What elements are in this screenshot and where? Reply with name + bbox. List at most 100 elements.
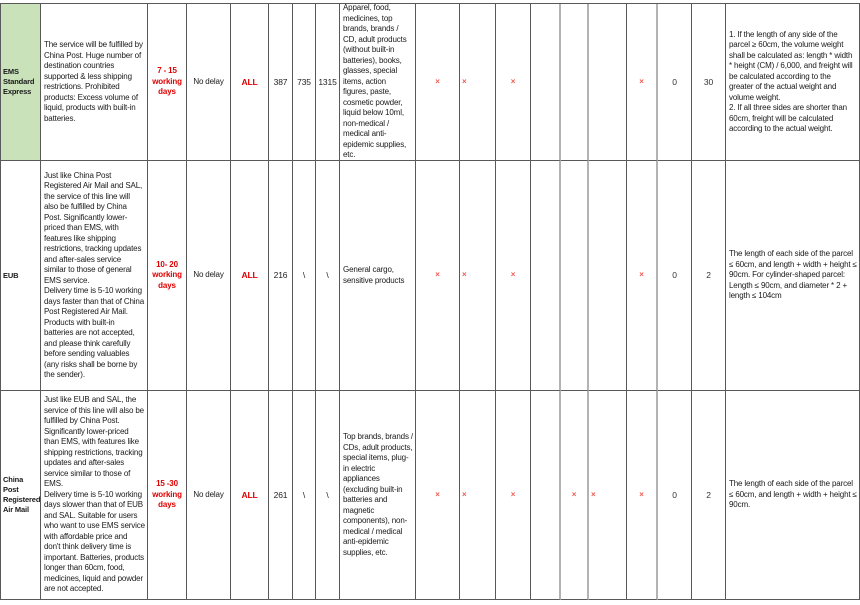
weight-value-cell[interactable]: 387 xyxy=(269,4,293,161)
note-cell[interactable]: 1. If the length of any side of the parc… xyxy=(726,4,860,161)
restriction-mark-cell[interactable] xyxy=(531,161,561,391)
note-text: The length of each side of the parcel ≤ … xyxy=(729,249,857,302)
restriction-mark-cell[interactable]: × xyxy=(496,4,531,161)
service-name-cell[interactable]: China Post Registered Air Mail xyxy=(1,391,41,600)
weight-value-cell[interactable]: 1315 xyxy=(316,4,340,161)
delay-cell[interactable]: No delay xyxy=(187,391,231,600)
restriction-mark-cell[interactable]: × xyxy=(627,391,658,600)
restriction-mark-cell[interactable]: 2 xyxy=(692,161,726,391)
description-paragraph: Just like China Post Registered Air Mail… xyxy=(44,170,143,285)
description-paragraph: Just like EUB and SAL, the service of th… xyxy=(44,395,144,489)
delay-label: No delay xyxy=(193,76,224,86)
cross-mark-icon: × xyxy=(462,489,467,499)
delivery-time-cell[interactable]: 10- 20 working days xyxy=(148,161,187,391)
cross-mark-icon: × xyxy=(462,76,467,86)
service-name-cell[interactable]: EMS Standard Express xyxy=(1,4,41,161)
restriction-mark-cell[interactable] xyxy=(589,161,627,391)
restriction-mark-cell[interactable]: × xyxy=(561,391,589,600)
cross-mark-icon: × xyxy=(435,76,440,86)
scope-label: ALL xyxy=(241,76,258,87)
cross-mark-icon: × xyxy=(435,270,440,280)
cross-mark-icon: × xyxy=(510,76,516,86)
restriction-mark-cell[interactable]: 0 xyxy=(658,4,692,161)
restriction-mark-cell[interactable]: × xyxy=(416,161,460,391)
restriction-mark-cell[interactable]: 2 xyxy=(692,391,726,600)
restriction-mark-cell[interactable] xyxy=(561,4,589,161)
weight-value-cell[interactable]: \ xyxy=(293,161,316,391)
products-cell[interactable]: Apparel, food, medicines, top brands, br… xyxy=(340,4,416,161)
weight-value: \ xyxy=(302,270,306,281)
description-paragraph: The service will be fulfilled by China P… xyxy=(44,40,143,123)
service-name-label: EMS Standard Express xyxy=(3,67,35,96)
cross-mark-icon: × xyxy=(591,489,596,499)
cross-mark-icon: × xyxy=(510,489,516,499)
scope-cell[interactable]: ALL xyxy=(231,4,269,161)
weight-value-cell[interactable]: \ xyxy=(293,391,316,600)
weight-value: 216 xyxy=(273,270,288,281)
cross-mark-icon: × xyxy=(571,489,577,499)
restriction-mark-cell[interactable] xyxy=(531,4,561,161)
description-cell[interactable]: The service will be fulfilled by China P… xyxy=(41,4,148,161)
restriction-mark-cell[interactable] xyxy=(589,4,627,161)
restriction-mark-cell[interactable]: × xyxy=(460,391,496,600)
delay-cell[interactable]: No delay xyxy=(187,4,231,161)
cross-mark-icon: × xyxy=(639,76,644,86)
restriction-mark-cell[interactable]: 30 xyxy=(692,4,726,161)
mark-value: 2 xyxy=(706,270,711,281)
weight-value: \ xyxy=(302,489,306,500)
restriction-mark-cell[interactable]: × xyxy=(460,161,496,391)
restriction-mark-cell[interactable]: 0 xyxy=(658,391,692,600)
delivery-time-cell[interactable]: 15 -30 working days xyxy=(148,391,187,600)
note-cell[interactable]: The length of each side of the parcel ≤ … xyxy=(726,391,860,600)
weight-value-cell[interactable]: 216 xyxy=(269,161,293,391)
delivery-time-label: 7 - 15 working days xyxy=(152,66,182,97)
description-cell[interactable]: Just like China Post Registered Air Mail… xyxy=(41,161,148,391)
mark-value: 30 xyxy=(703,76,714,87)
cross-mark-icon: × xyxy=(639,489,644,499)
mark-value: 2 xyxy=(706,489,711,500)
restriction-mark-cell[interactable]: × xyxy=(627,4,658,161)
scope-cell[interactable]: ALL xyxy=(231,391,269,600)
delay-cell[interactable]: No delay xyxy=(187,161,231,391)
weight-value-cell[interactable]: \ xyxy=(316,391,340,600)
note-paragraph: 2. If all three sides are shorter than 6… xyxy=(729,103,847,133)
weight-value-cell[interactable]: 261 xyxy=(269,391,293,600)
service-name-cell[interactable]: EUB xyxy=(1,161,41,391)
note-paragraph: The length of each side of the parcel ≤ … xyxy=(729,249,857,301)
mark-value: 0 xyxy=(672,489,677,500)
note-cell[interactable]: The length of each side of the parcel ≤ … xyxy=(726,161,860,391)
products-text: Top brands, brands / CDs, adult products… xyxy=(343,432,413,557)
scope-cell[interactable]: ALL xyxy=(231,161,269,391)
restriction-mark-cell[interactable]: × xyxy=(460,4,496,161)
restriction-mark-cell[interactable]: × xyxy=(589,391,627,600)
weight-value: 735 xyxy=(297,76,311,87)
note-text: The length of each side of the parcel ≤ … xyxy=(729,479,857,511)
restriction-mark-cell[interactable]: × xyxy=(627,161,658,391)
restriction-mark-cell[interactable] xyxy=(531,391,561,600)
description-cell[interactable]: Just like EUB and SAL, the service of th… xyxy=(41,391,148,600)
service-name-label: China Post Registered Air Mail xyxy=(3,475,41,514)
weight-value-cell[interactable]: 735 xyxy=(293,4,316,161)
weight-value: 387 xyxy=(273,76,288,87)
mark-value: 0 xyxy=(672,76,677,87)
products-cell[interactable]: General cargo, sensitive products xyxy=(340,161,416,391)
restriction-mark-cell[interactable]: × xyxy=(416,4,460,161)
restriction-mark-cell[interactable]: 0 xyxy=(658,161,692,391)
products-cell[interactable]: Top brands, brands / CDs, adult products… xyxy=(340,391,416,600)
weight-value: 1315 xyxy=(318,76,337,87)
products-text: Apparel, food, medicines, top brands, br… xyxy=(343,4,407,160)
restriction-mark-cell[interactable]: × xyxy=(496,161,531,391)
restriction-mark-cell[interactable] xyxy=(561,161,589,391)
weight-value: \ xyxy=(326,489,329,500)
cross-mark-icon: × xyxy=(510,270,516,280)
cross-mark-icon: × xyxy=(639,270,644,280)
description-text: Just like China Post Registered Air Mail… xyxy=(44,171,145,381)
delivery-time-cell[interactable]: 7 - 15 working days xyxy=(148,4,187,161)
weight-value-cell[interactable]: \ xyxy=(316,161,340,391)
delivery-time-label: 10- 20 working days xyxy=(152,259,182,290)
weight-value: \ xyxy=(326,270,329,281)
restriction-mark-cell[interactable]: × xyxy=(416,391,460,600)
delay-label: No delay xyxy=(193,270,224,280)
description-paragraph: Delivery time is 5-10 working days faste… xyxy=(44,286,145,379)
restriction-mark-cell[interactable]: × xyxy=(496,391,531,600)
